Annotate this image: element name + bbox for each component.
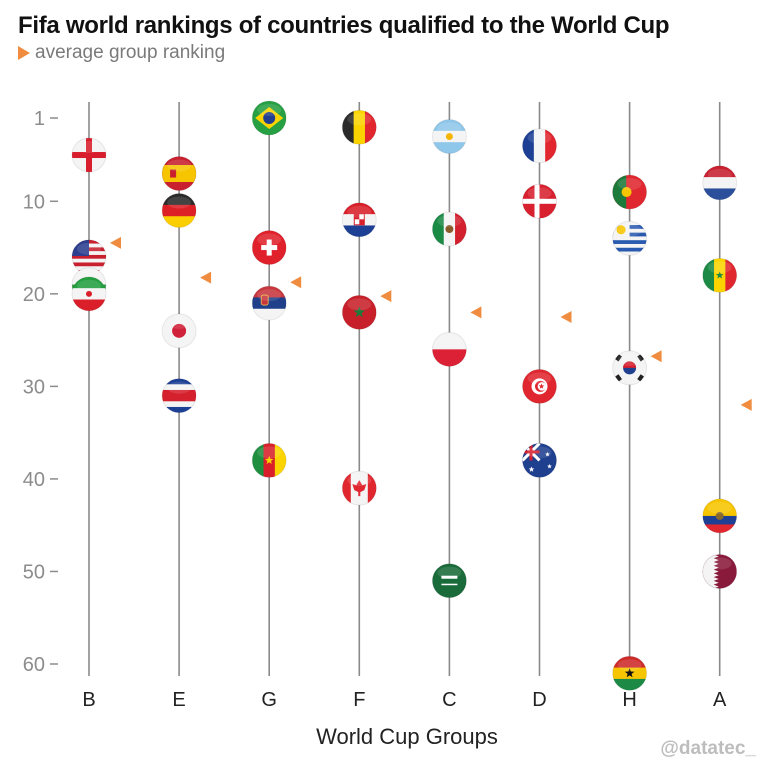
- x-tick-label: B: [82, 689, 95, 711]
- flag-outline: [431, 211, 467, 247]
- average-marker: [740, 398, 752, 411]
- flag-outline: [71, 137, 107, 173]
- flag-outline: [161, 378, 197, 414]
- germany-flag-icon: [162, 193, 197, 228]
- flag-outline: [702, 165, 738, 201]
- cameroon-flag-icon: [252, 443, 287, 478]
- x-tick-label: C: [442, 689, 456, 711]
- flag-outline: [251, 230, 287, 266]
- average-marker: [650, 350, 662, 363]
- flag-outline: [612, 655, 648, 691]
- average-marker: [560, 310, 572, 323]
- flag-outline: [612, 350, 648, 386]
- flag-outline: [251, 285, 287, 321]
- qatar-flag-icon: [702, 554, 737, 589]
- y-tick-label: 50: [23, 561, 45, 583]
- tunisia-flag-icon: [522, 369, 557, 404]
- x-tick-label: D: [532, 689, 546, 711]
- credit-label: @datatec_: [660, 738, 756, 759]
- flag-outline: [161, 156, 197, 192]
- flag-outline: [522, 128, 557, 164]
- england-flag-icon: [72, 138, 106, 173]
- spain-flag-icon: [162, 156, 197, 191]
- flag-outline: [702, 553, 738, 589]
- flag-outline: [522, 442, 557, 478]
- y-tick-label: 10: [23, 191, 45, 213]
- mexico-flag-icon: [432, 212, 467, 247]
- south-korea-flag-icon: [612, 350, 647, 385]
- flag-outline: [341, 202, 377, 238]
- average-marker-legend-icon: [18, 46, 30, 60]
- chart-subtitle: average group ranking: [18, 42, 225, 64]
- x-tick-label: A: [713, 689, 727, 711]
- flag-outline: [251, 100, 287, 136]
- flag-outline: [431, 331, 467, 367]
- iran-flag-icon: [72, 276, 106, 311]
- y-tick-label: 30: [23, 376, 45, 398]
- y-tick-label: 1: [34, 108, 45, 130]
- average-marker: [200, 271, 212, 284]
- costa-rica-flag-icon: [162, 378, 197, 413]
- argentina-flag-icon: [432, 119, 467, 154]
- flag-outline: [522, 368, 557, 404]
- flag-outline: [71, 276, 107, 312]
- denmark-flag-icon: [522, 184, 557, 219]
- x-tick-label: F: [353, 689, 365, 711]
- subtitle-text: average group ranking: [35, 42, 226, 63]
- x-tick-label: H: [622, 689, 636, 711]
- ghana-flag-icon: [612, 656, 647, 691]
- average-marker: [470, 306, 482, 319]
- flag-outline: [161, 193, 197, 229]
- flag-outline: [341, 109, 377, 145]
- x-axis-title: World Cup Groups: [316, 724, 498, 749]
- poland-flag-icon: [432, 332, 467, 367]
- flag-outline: [702, 498, 738, 534]
- average-marker: [290, 276, 302, 289]
- average-marker: [110, 236, 121, 249]
- senegal-flag-icon: [702, 258, 737, 293]
- flag-outline: [161, 313, 197, 349]
- ecuador-flag-icon: [702, 498, 737, 533]
- flag-outline: [612, 220, 648, 256]
- japan-flag-icon: [162, 313, 197, 348]
- brazil-flag-icon: [252, 101, 287, 135]
- y-tick-label: 60: [23, 654, 45, 676]
- average-marker: [380, 290, 392, 303]
- morocco-flag-icon: [342, 295, 377, 330]
- x-tick-label: E: [172, 689, 185, 711]
- flag-outline: [431, 119, 467, 155]
- belgium-flag-icon: [342, 110, 377, 145]
- y-tick-label: 40: [23, 469, 45, 491]
- flag-markers: [71, 100, 738, 691]
- y-tick-label: 20: [23, 284, 45, 306]
- flag-outline: [341, 294, 377, 330]
- flag-outline: [431, 563, 467, 599]
- serbia-flag-icon: [252, 286, 287, 321]
- flag-outline: [341, 470, 377, 506]
- flag-outline: [522, 183, 557, 219]
- average-markers: [110, 236, 752, 411]
- flag-outline: [251, 442, 287, 478]
- portugal-flag-icon: [612, 175, 647, 210]
- netherlands-flag-icon: [702, 165, 737, 200]
- flag-outline: [702, 257, 738, 293]
- flag-outline: [612, 174, 648, 210]
- x-tick-label: G: [261, 689, 277, 711]
- croatia-flag-icon: [342, 202, 377, 237]
- france-flag-icon: [522, 128, 557, 163]
- canada-flag-icon: [342, 471, 377, 506]
- saudi-arabia-flag-icon: [432, 563, 467, 598]
- switzerland-flag-icon: [252, 230, 287, 265]
- chart-title: Fifa world rankings of countries qualifi…: [18, 12, 670, 39]
